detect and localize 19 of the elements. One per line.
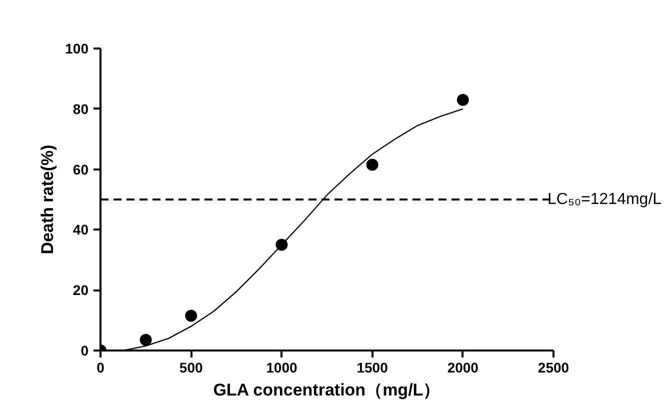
point: [185, 310, 198, 322]
y-tick-label: 80: [72, 100, 89, 117]
x-tick-label: 1500: [356, 360, 388, 376]
x-tick-label: 500: [179, 360, 203, 376]
x-tick-label: 0: [96, 360, 105, 376]
point: [140, 334, 152, 346]
x-tick-label: 2000: [447, 360, 479, 376]
x-axis-title: GLA concentration（mg/L）: [213, 380, 440, 400]
x-tick-label: 2500: [538, 360, 570, 376]
y-tick-label: 0: [80, 342, 89, 358]
annotation: LC₅₀=1214mg/L: [548, 191, 662, 208]
y-tick-label: 40: [72, 222, 89, 238]
y-tick-label: 20: [72, 282, 89, 298]
y-tick-label: 100: [65, 40, 89, 56]
point: [456, 94, 469, 106]
y-tick-label: 60: [72, 161, 89, 178]
y-axis-title: Death rate(%): [38, 144, 58, 254]
x-tick-label: 1000: [266, 360, 298, 376]
point: [366, 158, 378, 171]
